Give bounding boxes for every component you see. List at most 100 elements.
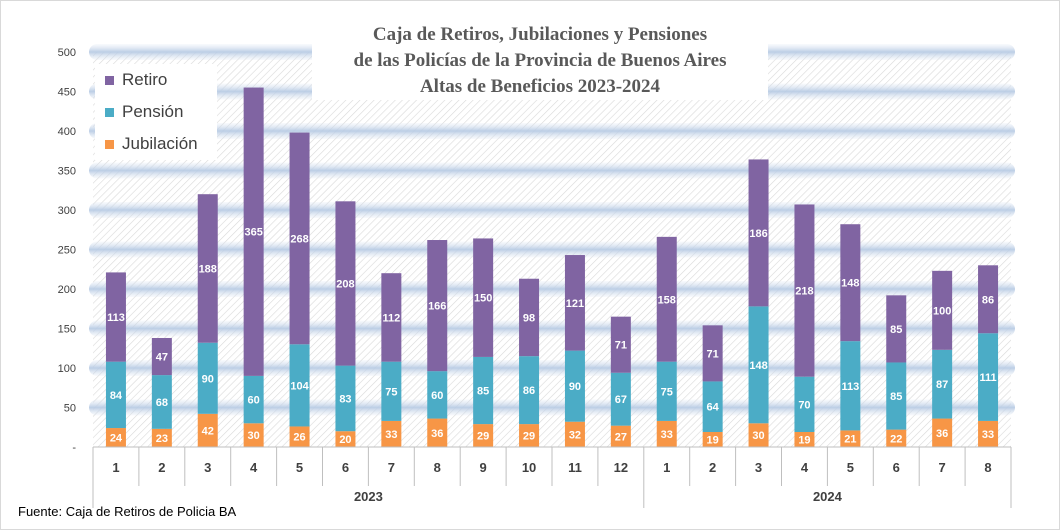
- bar-segment-pensin: [610, 372, 631, 426]
- bar-segment-jubilacin: [564, 421, 585, 447]
- x-tick-label: 6: [893, 460, 900, 475]
- bar-value-label: 60: [431, 390, 443, 402]
- x-tick-label: 4: [250, 460, 258, 475]
- bar-value-label: 68: [156, 397, 168, 409]
- bar-segment-pensin: [519, 356, 540, 425]
- bar-segment-retiro: [473, 238, 494, 357]
- bar-segment-pensin: [151, 375, 172, 429]
- bar-value-label: 268: [290, 233, 308, 245]
- bar-value-label: 19: [707, 434, 719, 446]
- chart-title-line-2: de las Policías de la Provincia de Bueno…: [353, 50, 727, 71]
- bar-value-label: 19: [798, 434, 810, 446]
- bar-value-label: 30: [248, 430, 260, 442]
- bar-segment-jubilacin: [151, 428, 172, 447]
- bar-segment-jubilacin: [702, 431, 723, 447]
- bar-segment-pensin: [656, 361, 677, 421]
- bar-value-label: 90: [202, 373, 214, 385]
- x-tick-label: 11: [568, 460, 582, 475]
- bar-value-label: 70: [798, 399, 810, 411]
- bar-value-label: 186: [749, 228, 767, 240]
- bar-segment-jubilacin: [840, 430, 861, 447]
- bar-segment-jubilacin: [335, 431, 356, 447]
- bar-value-label: 85: [477, 386, 489, 398]
- y-tick-label: 200: [58, 284, 76, 296]
- bar-value-label: 67: [615, 394, 627, 406]
- bar-value-label: 113: [107, 312, 125, 324]
- bar-value-label: 86: [523, 385, 535, 397]
- x-tick-label: 7: [939, 460, 946, 475]
- bar-segment-pensin: [243, 375, 264, 424]
- y-tick-label: 250: [58, 245, 76, 257]
- x-tick-label: 8: [434, 460, 441, 475]
- bar-segment-pensin: [932, 349, 953, 419]
- chart-title-line-3: Altas de Beneficios 2023-2024: [419, 76, 661, 97]
- bar-segment-pensin: [702, 381, 723, 432]
- bar-segment-retiro: [289, 132, 310, 345]
- bar-value-label: 85: [890, 391, 902, 403]
- bar-segment-retiro: [702, 325, 723, 382]
- bar-value-label: 188: [199, 263, 217, 275]
- bar-value-label: 22: [890, 433, 902, 445]
- bar-value-label: 148: [841, 278, 859, 290]
- bar-segment-jubilacin: [427, 418, 448, 447]
- bar-value-label: 47: [156, 352, 168, 364]
- gridline: [89, 320, 1015, 337]
- gridline: [89, 241, 1015, 258]
- bar-value-label: 75: [661, 386, 673, 398]
- bar-segment-retiro: [564, 255, 585, 351]
- bar-segment-pensin: [840, 341, 861, 431]
- bar-value-label: 23: [156, 433, 168, 445]
- bar-segment-pensin: [473, 356, 494, 425]
- x-tick-label: 2: [709, 460, 716, 475]
- x-tick-label: 6: [342, 460, 349, 475]
- x-tick-label: 7: [388, 460, 395, 475]
- x-group-label: 2023: [354, 489, 383, 504]
- y-tick-label: 350: [58, 166, 76, 178]
- bar-segment-pensin: [335, 365, 356, 432]
- bar-segment-pensin: [197, 342, 218, 414]
- bar-value-label: 29: [523, 431, 535, 443]
- bar-segment-retiro: [886, 295, 907, 363]
- y-tick-label: 500: [58, 47, 76, 59]
- gridline: [89, 202, 1015, 218]
- bar-segment-pensin: [427, 371, 448, 419]
- x-tick-label: 1: [112, 460, 119, 475]
- bar-value-label: 86: [982, 294, 994, 306]
- bar-value-label: 148: [749, 360, 767, 372]
- bar-value-label: 71: [707, 348, 719, 360]
- bar-value-label: 33: [385, 429, 397, 441]
- bar-segment-jubilacin: [197, 413, 218, 447]
- bar-value-label: 365: [244, 227, 262, 239]
- x-tick-label: 8: [984, 460, 991, 475]
- x-tick-label: 2: [158, 460, 165, 475]
- x-tick-label: 1: [663, 460, 670, 475]
- bar-segment-pensin: [564, 350, 585, 422]
- bar-value-label: 27: [615, 431, 627, 443]
- bar-value-label: 30: [752, 430, 764, 442]
- bar-value-label: 121: [566, 298, 584, 310]
- bar-segment-jubilacin: [748, 423, 769, 447]
- bar-value-label: 150: [474, 293, 492, 305]
- gridline: [89, 123, 1015, 139]
- bar-segment-jubilacin: [656, 420, 677, 447]
- legend-swatch-jubilacion: [105, 139, 114, 149]
- bar-value-label: 218: [795, 286, 813, 298]
- bar-segment-retiro: [978, 265, 999, 334]
- legend-item-jubilacion: Jubilación: [105, 134, 198, 154]
- bar-segment-jubilacin: [243, 423, 264, 447]
- bar-segment-retiro: [151, 337, 172, 376]
- x-tick-label: 12: [614, 460, 628, 475]
- bar-value-label: 166: [428, 301, 446, 313]
- bar-segment-pensin: [289, 344, 310, 427]
- bar-segment-jubilacin: [289, 426, 310, 447]
- bar-value-label: 84: [110, 390, 123, 402]
- bar-segment-pensin: [794, 376, 815, 432]
- bar-value-label: 158: [658, 294, 676, 306]
- legend-swatch-retiro: [105, 75, 114, 85]
- bar-value-label: 98: [523, 312, 535, 324]
- bar-value-label: 104: [290, 380, 309, 392]
- bar-value-label: 20: [339, 434, 351, 446]
- bar-value-label: 29: [477, 431, 489, 443]
- legend-label-retiro: Retiro: [122, 70, 168, 89]
- bar-value-label: 64: [707, 402, 720, 414]
